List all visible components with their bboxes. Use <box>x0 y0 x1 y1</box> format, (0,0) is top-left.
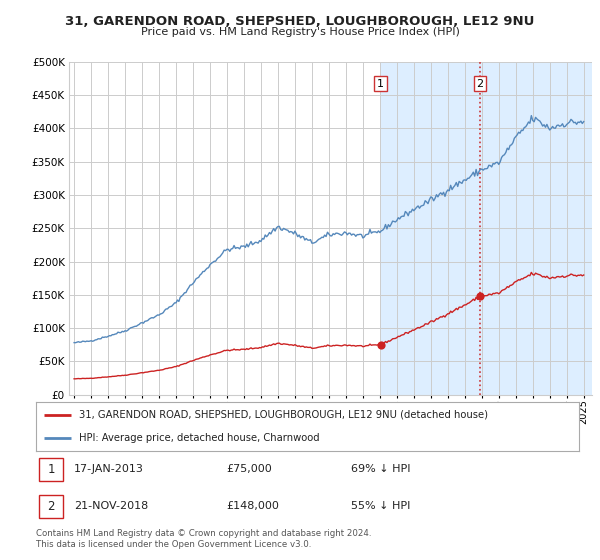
Text: 2: 2 <box>476 78 484 88</box>
Text: HPI: Average price, detached house, Charnwood: HPI: Average price, detached house, Char… <box>79 433 320 444</box>
Bar <box>39 495 63 518</box>
Text: Price paid vs. HM Land Registry's House Price Index (HPI): Price paid vs. HM Land Registry's House … <box>140 27 460 37</box>
Text: 1: 1 <box>47 463 55 475</box>
Text: 69% ↓ HPI: 69% ↓ HPI <box>351 464 410 474</box>
Point <box>475 292 485 301</box>
Bar <box>380 62 480 395</box>
Text: £75,000: £75,000 <box>226 464 272 474</box>
Text: 31, GARENDON ROAD, SHEPSHED, LOUGHBOROUGH, LE12 9NU: 31, GARENDON ROAD, SHEPSHED, LOUGHBOROUG… <box>65 15 535 28</box>
Bar <box>39 458 63 480</box>
Bar <box>480 62 592 395</box>
Point <box>376 340 385 349</box>
Text: 21-NOV-2018: 21-NOV-2018 <box>74 501 148 511</box>
Text: 17-JAN-2013: 17-JAN-2013 <box>74 464 144 474</box>
Text: 1: 1 <box>377 78 384 88</box>
Text: 2: 2 <box>47 500 55 513</box>
Text: £148,000: £148,000 <box>226 501 279 511</box>
Text: 31, GARENDON ROAD, SHEPSHED, LOUGHBOROUGH, LE12 9NU (detached house): 31, GARENDON ROAD, SHEPSHED, LOUGHBOROUG… <box>79 410 488 420</box>
Text: Contains HM Land Registry data © Crown copyright and database right 2024.
This d: Contains HM Land Registry data © Crown c… <box>36 529 371 549</box>
Text: 55% ↓ HPI: 55% ↓ HPI <box>351 501 410 511</box>
